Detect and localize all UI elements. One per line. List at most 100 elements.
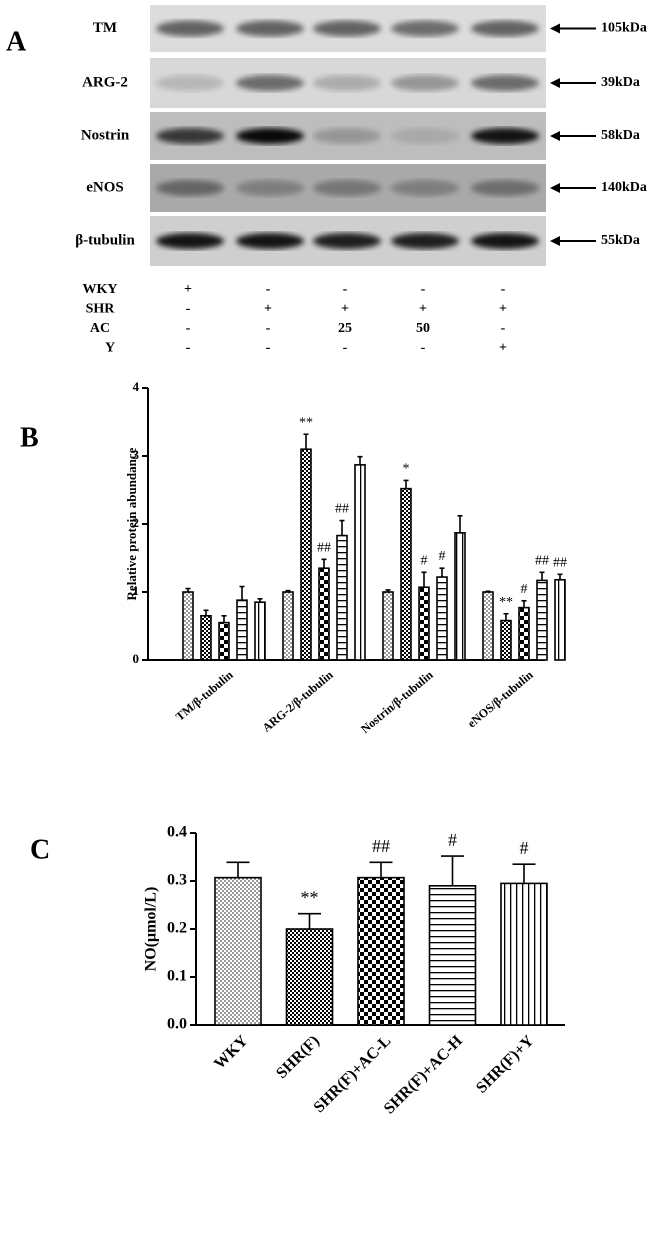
band	[313, 233, 381, 249]
bar	[200, 614, 212, 661]
blot-size: 58kDa	[601, 128, 640, 143]
bar	[218, 621, 230, 661]
treatment-mark: -	[501, 282, 506, 297]
x-tick-label: WKY	[211, 1032, 252, 1073]
treatment-mark: +	[419, 302, 427, 317]
band	[313, 20, 381, 37]
x-tick-label: eNOS/β-tubulin	[465, 667, 536, 730]
error-bar	[357, 455, 363, 465]
bar	[285, 928, 334, 1026]
y-tick-label: 3	[133, 447, 140, 462]
treatment-mark: -	[421, 341, 426, 356]
treatment-mark: -	[186, 302, 191, 317]
treatment-mark: +	[499, 341, 507, 356]
blot-size: 105kDa	[601, 21, 647, 36]
significance-label: ##	[372, 836, 390, 856]
y-tick-label: 0.2	[167, 920, 187, 937]
bar	[454, 532, 466, 661]
bar	[282, 591, 294, 661]
significance-label: ##	[335, 502, 349, 517]
band	[391, 20, 459, 37]
band	[156, 20, 224, 37]
panel-label: B	[20, 422, 39, 453]
x-tick-label: SHR(F)	[273, 1032, 323, 1082]
treatment-mark: -	[186, 341, 191, 356]
bar	[500, 619, 512, 661]
treatment-mark: -	[421, 282, 426, 297]
bar	[518, 606, 530, 661]
error-bar	[369, 861, 393, 878]
y-axis-label: Relative protein abundance	[124, 447, 139, 600]
bar	[357, 876, 405, 1026]
blot-name: ARG-2	[82, 74, 128, 90]
bar	[554, 578, 566, 661]
treatment-mark: -	[186, 321, 191, 336]
x-tick-label: ARG-2/β-tubulin	[260, 667, 336, 734]
error-bar	[441, 855, 464, 886]
significance-label: #	[448, 830, 457, 850]
bar	[336, 534, 348, 661]
band	[391, 233, 459, 249]
band	[471, 75, 539, 91]
error-bar	[339, 519, 345, 536]
band	[391, 75, 459, 91]
band	[156, 180, 224, 196]
band	[313, 128, 381, 144]
significance-label: ##	[535, 553, 549, 568]
band	[391, 128, 459, 144]
treatment-mark: +	[264, 302, 272, 317]
treatment-mark: +	[341, 302, 349, 317]
blot-name: TM	[93, 20, 117, 36]
significance-label: #	[439, 549, 446, 564]
band	[391, 180, 459, 196]
error-bar	[185, 587, 191, 592]
treatment-name: SHR	[86, 302, 116, 317]
y-axis-label: NO(μmol/L)	[143, 887, 160, 972]
bar	[382, 591, 394, 661]
treatment-mark: -	[501, 321, 506, 336]
bar	[300, 448, 312, 661]
error-bar	[203, 609, 209, 616]
significance-label: #	[520, 838, 529, 858]
bar	[400, 487, 412, 661]
bar	[318, 567, 330, 661]
bar	[482, 591, 494, 661]
band	[236, 20, 304, 37]
bar	[236, 599, 248, 661]
y-tick-label: 0	[133, 651, 140, 666]
significance-label: **	[301, 887, 319, 907]
band	[236, 128, 304, 144]
treatment-mark: -	[266, 341, 271, 356]
treatment-mark: 50	[416, 321, 430, 336]
error-bar	[521, 600, 527, 608]
blot-size: 140kDa	[601, 180, 647, 195]
error-bar	[385, 589, 391, 592]
y-tick-label: 0.1	[167, 968, 187, 985]
bar	[436, 576, 448, 661]
blot-size: 39kDa	[601, 75, 640, 90]
band	[156, 128, 224, 144]
arrow-head	[550, 236, 560, 246]
band	[156, 233, 224, 249]
error-bar	[257, 598, 263, 603]
arrow-head	[550, 78, 560, 88]
blot-name: eNOS	[86, 179, 124, 195]
treatment-mark: +	[184, 282, 192, 297]
error-bar	[512, 863, 536, 884]
error-bar	[221, 615, 227, 623]
error-bar	[226, 861, 250, 878]
significance-label: ##	[317, 540, 331, 555]
bar	[254, 601, 266, 661]
y-tick-label: 4	[133, 379, 140, 394]
band	[236, 75, 304, 91]
treatment-name: Y	[105, 341, 115, 356]
treatment-mark: -	[343, 341, 348, 356]
treatment-name: WKY	[83, 282, 118, 297]
error-bar	[239, 585, 245, 601]
blot-size: 55kDa	[601, 233, 640, 248]
treatment-mark: +	[499, 302, 507, 317]
y-tick-label: 2	[133, 515, 140, 530]
bar	[182, 591, 194, 661]
